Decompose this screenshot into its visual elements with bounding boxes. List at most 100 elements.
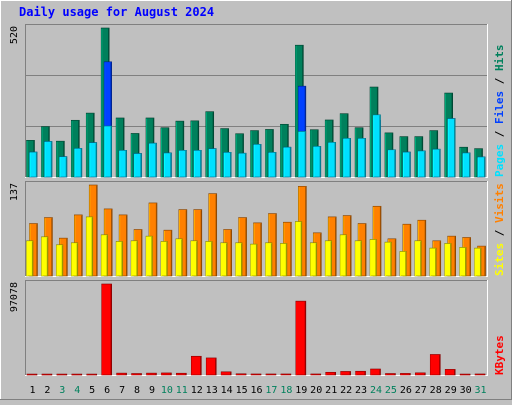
bar-kbytes-day-28 (429, 354, 441, 376)
bar-kbytes-day-15 (235, 373, 247, 376)
bar-sites-day-13 (205, 241, 213, 277)
panel-kbytes: 97078 KBytes (9, 280, 506, 376)
bar-sites-day-26 (399, 251, 407, 277)
bar-kbytes-day-6 (101, 283, 112, 376)
right-axis-legend: Pages / Files / Hits (493, 45, 506, 178)
bar-pages-day-5 (88, 142, 98, 178)
legend-hits: Hits (493, 45, 506, 72)
x-tick-label: 19 (295, 385, 307, 396)
bar-sites-day-15 (235, 242, 243, 277)
bar-kbytes-day-2 (41, 373, 53, 376)
bar-sites-day-12 (190, 240, 198, 277)
bar-pages-day-6 (103, 125, 112, 178)
bar-sites-day-4 (71, 242, 79, 277)
bar-kbytes-day-13 (205, 357, 217, 376)
bar-pages-day-14 (223, 152, 232, 178)
bar-sites-day-7 (115, 241, 123, 277)
bar-pages-day-3 (59, 156, 68, 178)
x-tick-label: 4 (74, 385, 80, 396)
x-tick-label: 12 (191, 385, 203, 396)
bar-pages-day-23 (357, 138, 366, 178)
bar-kbytes-day-18 (280, 373, 292, 376)
bar-kbytes-day-17 (265, 373, 277, 376)
x-tick-label: 9 (149, 385, 155, 396)
bar-kbytes-day-14 (220, 371, 232, 376)
bar-sites-day-6 (100, 234, 108, 277)
bar-sites-day-28 (429, 247, 437, 277)
bar-sites-day-14 (220, 242, 228, 277)
bar-pages-day-21 (327, 142, 337, 178)
bar-kbytes-day-20 (310, 373, 322, 376)
bar-pages-day-19 (298, 131, 307, 178)
chart-panels: 520 Pages / Files / Hits 137 Sites / Visits… (9, 24, 506, 376)
bar-kbytes-day-12 (190, 355, 202, 376)
legend-separator: / (493, 71, 506, 91)
bar-kbytes-day-5 (86, 373, 98, 376)
legend-files: Files (493, 91, 506, 124)
bar-pages-day-9 (148, 142, 157, 178)
x-tick-label: 8 (134, 385, 140, 396)
bar-kbytes-day-19 (295, 300, 307, 376)
bar-sites-day-8 (130, 240, 138, 277)
bar-kbytes-day-9 (146, 372, 157, 376)
panel-hits-files-pages: 520 Pages / Files / Hits (9, 24, 506, 178)
bar-sites-day-1 (26, 240, 34, 277)
right-axis-legend: Sites / Visits (493, 183, 506, 276)
bar-kbytes-day-11 (176, 372, 187, 376)
bar-pages-day-2 (44, 141, 53, 178)
x-axis-labels: 1 2 3 4 5 6 7 8 9 10 11 12 13 14 15 16 17 18 19 20 21 22 23 24 2… (29, 385, 486, 396)
bar-pages-day-12 (193, 150, 202, 178)
x-tick-label: 18 (280, 385, 292, 396)
bar-sites-day-19 (295, 221, 303, 277)
bars-visits-sites (26, 184, 486, 277)
bar-sites-day-27 (414, 240, 422, 277)
bar-pages-day-7 (118, 150, 127, 178)
legend-visits: Visits (493, 183, 506, 223)
bar-pages-day-1 (29, 151, 38, 178)
x-tick-label: 5 (89, 385, 95, 396)
x-tick-label: 22 (340, 385, 352, 396)
x-tick-label: 15 (236, 385, 248, 396)
legend-separator: / (493, 124, 506, 144)
x-tick-label: 17 (265, 385, 277, 396)
bar-pages-day-22 (342, 138, 351, 178)
bar-pages-day-29 (447, 118, 456, 178)
bar-sites-day-3 (56, 244, 64, 277)
bar-sites-day-9 (145, 235, 153, 277)
bar-kbytes-day-24 (370, 368, 381, 376)
bar-sites-day-5 (85, 216, 94, 277)
bar-pages-day-13 (208, 148, 217, 178)
bars-kbytes (26, 283, 486, 376)
bar-kbytes-day-7 (116, 372, 127, 376)
x-tick-label: 7 (119, 385, 125, 396)
bar-pages-day-30 (462, 152, 471, 178)
bar-sites-day-24 (369, 239, 377, 277)
bar-pages-day-16 (253, 144, 262, 178)
y-max-label: 137 (9, 183, 20, 201)
chart-title: Daily usage for August 2024 (19, 5, 214, 19)
bar-sites-day-31 (474, 247, 482, 277)
bar-kbytes-day-23 (355, 370, 366, 376)
bar-pages-day-4 (74, 148, 83, 178)
bar-sites-day-25 (384, 241, 392, 277)
y-max-label: 97078 (9, 282, 20, 312)
x-tick-label: 23 (355, 385, 367, 396)
bar-sites-day-22 (339, 234, 347, 277)
bar-kbytes-day-27 (415, 372, 426, 376)
panel-background (25, 280, 488, 376)
legend-pages: Pages (493, 144, 506, 177)
panel-visits-sites: 137 Sites / Visits (9, 181, 506, 277)
x-tick-label: 14 (221, 385, 233, 396)
bar-kbytes-day-22 (340, 371, 351, 376)
x-tick-label: 30 (460, 385, 472, 396)
bar-kbytes-day-31 (474, 373, 486, 376)
bar-sites-day-30 (459, 247, 467, 277)
x-tick-label: 6 (104, 385, 110, 396)
bar-sites-day-23 (354, 240, 362, 277)
bar-kbytes-day-25 (385, 373, 396, 376)
x-tick-label: 27 (415, 385, 427, 396)
bar-sites-day-17 (265, 242, 273, 277)
bar-sites-day-2 (41, 236, 49, 277)
bar-pages-day-18 (283, 146, 292, 178)
x-tick-label: 13 (206, 385, 218, 396)
